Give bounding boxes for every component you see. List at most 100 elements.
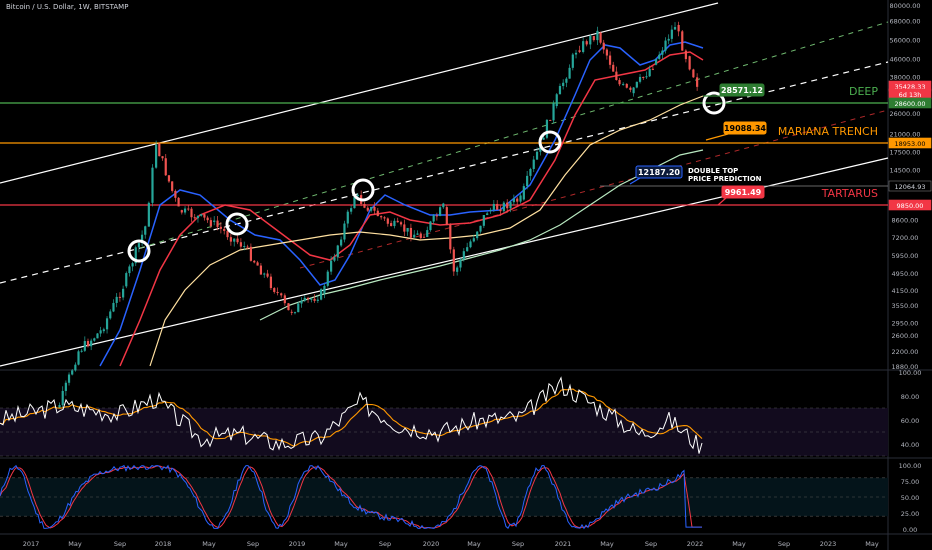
projection-leader [717,197,727,206]
candle-body [239,242,242,247]
candle-body [219,226,222,229]
candle-body [61,390,64,405]
candle-body [134,247,137,264]
price-tick-label: 21000.00 [889,131,920,139]
time-tick-label: Sep [114,540,126,548]
candle-body [432,215,435,222]
candle-body [376,210,379,217]
time-tick-label: May [467,540,481,548]
candle-body [300,300,303,304]
ma-blue-line [99,41,704,367]
candle-body [390,223,393,227]
projection-label: 28571.12 [721,86,763,95]
candle-body [416,233,419,235]
candle-body [131,263,134,267]
projection-label: 19088.34 [724,124,766,133]
candle-body [256,262,259,266]
level-label: DEEP [849,85,878,98]
projection-box [635,165,683,179]
candle-body [466,247,469,252]
candle-body [509,202,512,209]
candle-body [419,233,422,239]
candle-body [206,217,209,221]
candle-body [413,234,416,238]
candle-body [96,333,99,339]
candle-body [552,103,555,121]
candle-body [658,54,661,59]
price-tick-label: 26000.00 [889,110,920,118]
candle-body [118,296,122,298]
candle-body [269,276,273,289]
candle-body [340,239,343,246]
price-tick-label: 1880.00 [892,363,919,371]
price-tag-label: 9850.00 [897,202,924,210]
candle-body [190,208,193,218]
candle-body [290,311,293,313]
time-tick-label: 2022 [687,540,704,548]
candle-body [67,374,71,383]
candle-body [259,265,263,275]
price-tick-label: 38000.00 [889,74,920,82]
time-tick-label: 2021 [555,540,572,548]
time-tick-label: May [600,540,614,548]
time-tick-label: 2023 [820,540,837,548]
candle-body [545,119,549,138]
price-tag-box [888,97,932,109]
candle-body [151,167,154,203]
candle-body [373,206,376,211]
candle-body [529,168,532,176]
candle-body [253,260,256,263]
rsi-tick-label: 60.00 [901,417,920,425]
rsi-tick-label: 40.00 [901,441,920,449]
candle-body [350,208,353,212]
candle-body [449,224,452,250]
candle-body [562,82,565,87]
candle-body [602,42,605,50]
price-tick-label: 5950.00 [892,252,919,260]
candle-body [612,64,615,72]
candle-body [122,288,125,298]
candle-body [167,175,171,182]
candle-body [456,267,459,272]
price-tag-label: 18953.00 [894,140,925,148]
time-tick-label: May [68,540,82,548]
candle-body [459,259,462,268]
price-tick-label: 3550.00 [892,302,919,310]
candle-body [608,55,612,65]
candle-body [673,27,677,30]
projection-box [721,185,765,199]
candle-body [496,203,499,210]
candle-body [109,311,112,319]
candle-body [403,224,406,232]
candle-body [366,207,369,211]
candle-body [323,285,326,294]
candle-body [589,36,592,45]
candle-body [645,76,648,78]
candle-body [105,318,109,330]
candle-body [479,225,482,232]
price-tick-label: 2200.00 [892,348,919,356]
candle-body [128,266,131,274]
candle-body [462,251,465,260]
candle-body [313,298,316,301]
candle-body [516,198,519,202]
price-tick-label: 8600.00 [892,217,919,225]
candle-body [386,218,389,224]
candle-body [336,245,339,258]
price-tag-box [888,180,932,192]
candle-body [681,31,684,51]
retest-circle [538,130,562,154]
time-tick-label: Sep [247,540,259,548]
candle-body [293,312,297,314]
candle-body [283,295,286,304]
candle-body [171,181,174,191]
candle-body [549,119,552,121]
candle-body [677,24,680,32]
candle-body [330,260,333,272]
price-tag-label: 35428.33 [894,83,925,91]
price-tick-label: 2950.00 [892,320,919,328]
candle-body [565,78,568,83]
candle-body [618,80,621,85]
candle-body [183,208,187,213]
